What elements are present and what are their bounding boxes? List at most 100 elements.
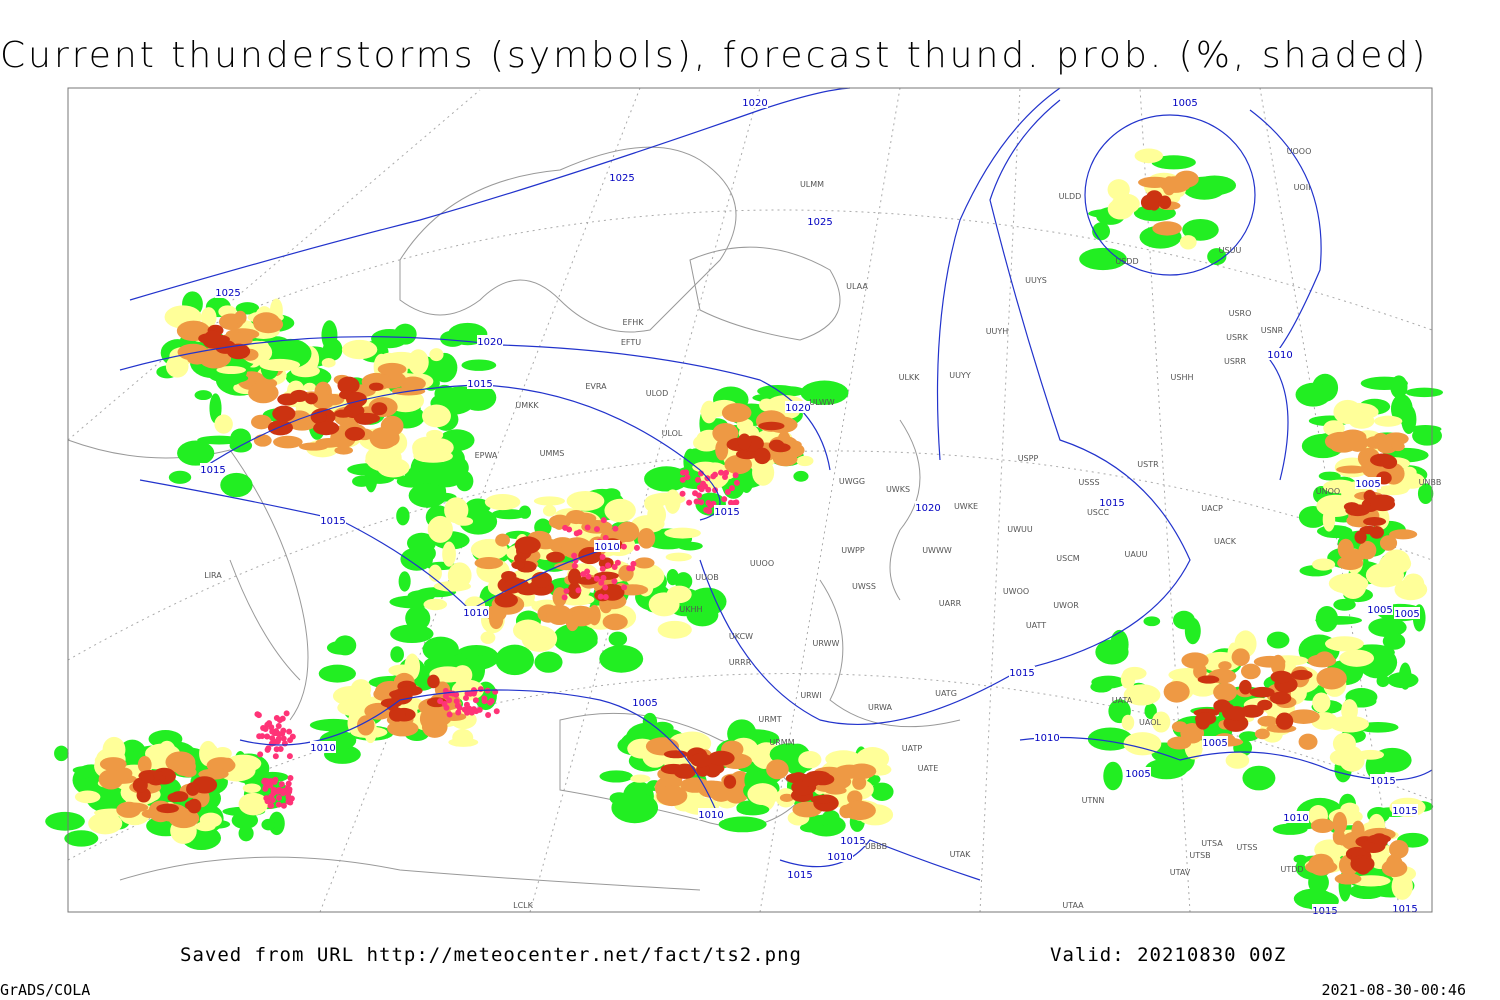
shade-blob [1238,731,1259,742]
shade-blob [230,428,252,448]
station-label: UMKK [515,401,539,410]
storm-symbol [576,529,583,536]
shade-blob [334,446,354,455]
shade-blob [546,551,565,563]
shade-blob [821,810,840,826]
shade-blob [1249,686,1275,698]
shade-blob [238,825,254,842]
station-label: EFTU [621,338,641,347]
shade-blob [383,430,400,447]
isobar-label: 1015 [200,465,225,476]
station-label: USTR [1137,460,1159,469]
isobar-label: 1010 [594,542,619,553]
shade-blob [1305,860,1338,875]
shade-blob [494,592,518,608]
shade-blob [495,533,510,547]
shade-blob [800,380,849,405]
isobar-label-box [320,514,346,526]
shade-blob [491,509,527,520]
shade-blob [452,728,474,747]
station-label: UWOO [1003,587,1029,596]
shade-blob [413,449,453,463]
storm-symbol [275,788,282,795]
isobar [779,839,981,881]
shade-blob [666,585,692,604]
isobar-label-box [785,401,811,413]
shade-blob [304,392,318,405]
isobar-label: 1015 [840,836,865,847]
shade-blob [1123,732,1162,756]
station-label: ULMM [800,180,824,189]
isobar-label-box [1355,477,1381,489]
shade-blob [88,812,123,835]
storm-symbol [598,579,605,586]
station-label: UWWW [922,546,952,555]
shade-blob [680,777,710,793]
shade-blob [1122,666,1147,680]
storm-symbol [562,524,569,531]
coastline [689,246,841,341]
storm-symbol [464,709,471,716]
shade-blob [1107,198,1134,220]
shade-blob [1266,631,1290,649]
shade-blob [1369,526,1385,539]
shade-blob [1310,818,1335,834]
shade-blob [736,803,770,816]
shade-blob [514,536,541,554]
shade-blob [64,830,99,847]
station-label: UTAK [950,850,972,859]
shade-blob [1193,175,1237,196]
station-label: UMMS [540,449,565,458]
shade-blob [234,310,247,325]
shade-blob [848,792,862,801]
shade-blob [1308,871,1329,894]
shade-blob [226,343,251,360]
shade-blob [74,790,101,804]
shade-blob [616,521,640,542]
isobar-label-box [1267,348,1293,360]
station-label: UARR [939,599,962,608]
shade-blob [602,488,621,501]
shade-blob [290,364,320,378]
shade-blob [1336,465,1368,474]
storm-symbol [442,693,449,700]
storm-symbol [437,698,444,705]
isobar-label: 1005 [1394,609,1419,620]
storm-symbol [255,712,262,719]
shade-blob [357,715,375,736]
shade-blob [165,751,196,773]
storm-symbol [694,476,701,483]
shade-blob [461,359,497,371]
isobar-label-box [787,868,813,880]
station-label: UKCW [729,632,753,641]
storm-symbol [280,727,287,734]
shade-blob [184,800,201,811]
isobar-label-box [1283,811,1309,823]
station-label: URRR [729,658,752,667]
isobar-label: 1010 [310,743,335,754]
shade-blob [1184,617,1201,645]
shade-blob [253,434,272,447]
shade-blob [542,504,557,517]
shade-blob [1348,412,1375,429]
storm-symbol [633,544,640,551]
coastline [67,439,309,721]
shade-blob [1240,663,1261,680]
map-border [67,87,1433,913]
station-label: UUYH [986,327,1009,336]
shade-blob [220,472,253,498]
shade-blob [203,330,222,345]
storm-symbol [602,593,609,600]
isobar-label-box [840,834,866,846]
isobar-label-box [915,501,941,513]
storm-symbol [463,694,470,701]
shade-blob [567,568,582,586]
storm-symbol [277,746,284,753]
shade-blob [756,750,769,769]
station-label: URWW [813,639,840,648]
storm-symbol [599,565,606,572]
shade-blob [261,818,276,831]
shade-blob [259,358,301,372]
shade-blob [793,470,809,482]
station-label: UWSS [852,582,876,591]
